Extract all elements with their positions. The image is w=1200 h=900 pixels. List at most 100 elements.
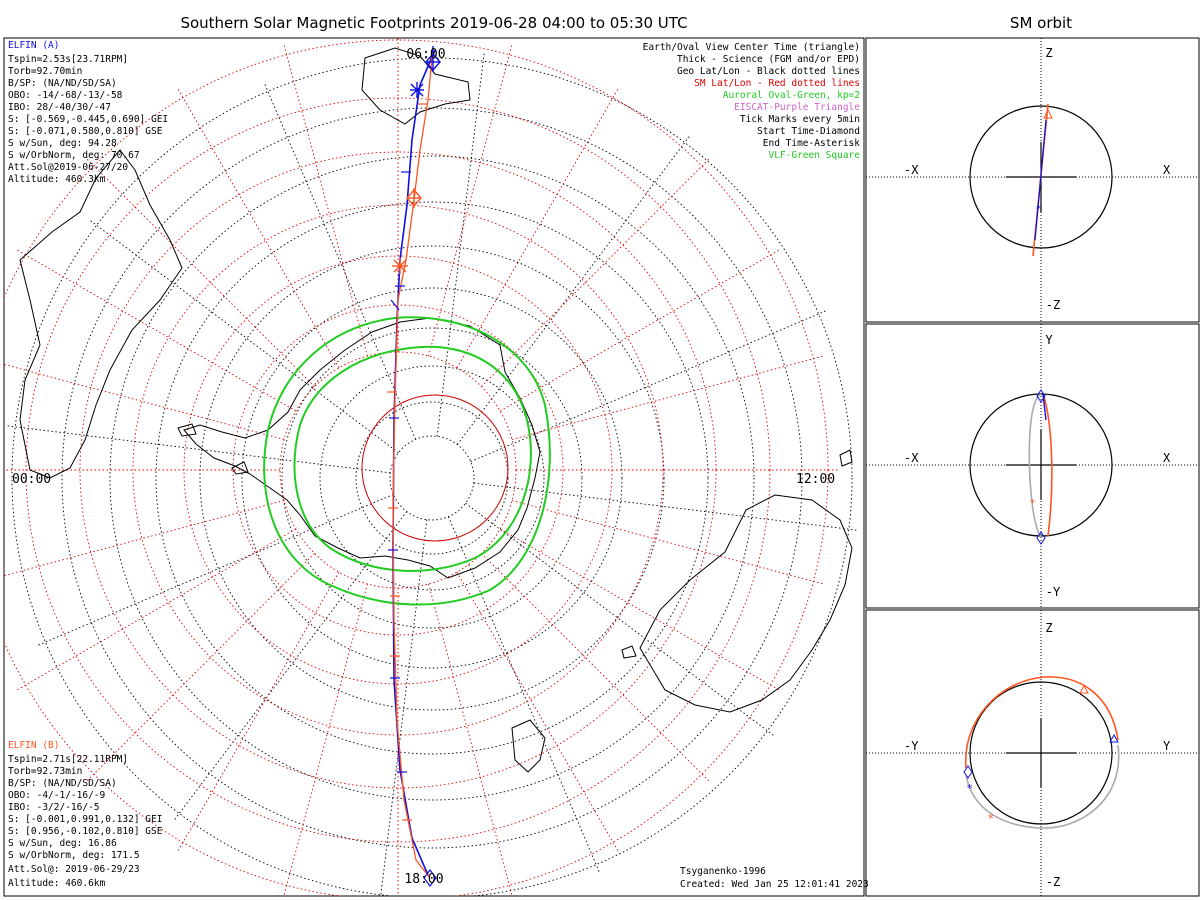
grid-meridian <box>177 571 340 852</box>
elfin-a-line: B/SP: (NA/ND/SD/SA) <box>8 78 117 89</box>
grid-meridian <box>263 82 417 440</box>
polar-map <box>4 38 859 896</box>
elfin-a-marker <box>1036 531 1046 545</box>
legend-item: EISCAT-Purple Triangle <box>734 102 860 113</box>
grid-meridian <box>447 516 601 874</box>
orbit-shadow <box>965 744 1120 829</box>
legend-item: Start Time-Diamond <box>757 126 860 137</box>
elfin-b-orbit <box>1042 393 1053 537</box>
legend-item: Geo Lat/Lon - Black dotted lines <box>677 66 860 77</box>
grid-meridian <box>465 502 776 738</box>
axis-label-left: -Y <box>904 739 919 753</box>
elfin-b-name: ELFIN (B) <box>8 740 59 751</box>
elfin-b-marker <box>1079 684 1089 694</box>
legend-item: Earth/Oval View Center Time (triangle) <box>643 42 860 53</box>
elfin-a-name: ELFIN (A) <box>8 40 59 51</box>
orbit-panel-yz: * * <box>866 610 1199 896</box>
elfin-a-marker <box>1036 389 1046 403</box>
elfin-a-line: S: [-0.071,0.580,0.810] GSE <box>8 126 163 137</box>
elfin-a-start-marker <box>963 765 973 779</box>
elfin-a-line: OBO: -14/-68/-13/-58 <box>8 90 123 101</box>
elfin-b-asterisk: * <box>1030 498 1035 509</box>
legend: Earth/Oval View Center Time (triangle) T… <box>643 42 861 161</box>
orbit-panel-xy-frame <box>865 323 1200 609</box>
sm-meridians <box>4 38 838 896</box>
grid-meridian <box>5 425 391 474</box>
elfin-a-start-diamond <box>425 46 441 72</box>
auroral-ovals <box>263 316 551 606</box>
grid-meridian <box>428 44 513 357</box>
grid-meridian <box>283 44 368 357</box>
grid-meridian <box>499 528 780 691</box>
antarctica-coast <box>183 317 541 579</box>
coastlines <box>19 47 853 773</box>
axis-label-top: Z <box>1045 46 1052 60</box>
created-timestamp: Created: Wed Jan 25 12:01:41 2023 <box>680 879 869 890</box>
geo-grid <box>11 57 853 896</box>
axis-label-top: Z <box>1045 621 1052 635</box>
elfin-a-line: S w/Sun, deg: 94.28 <box>8 138 117 149</box>
elfin-a-asterisk: * <box>1036 204 1041 215</box>
elfin-b-orbit <box>965 676 1119 769</box>
grid-meridian <box>16 249 297 412</box>
orbit-panel-xz-frame <box>865 37 1200 323</box>
axis-label-left: -X <box>904 163 919 177</box>
elfin-a-line: Att.Sol@2019-06-27/20 <box>8 162 128 173</box>
orbit-panel-xy: * <box>866 324 1199 608</box>
axis-label-left: -X <box>904 451 919 465</box>
elfin-b-line: S: [0.956,-0.102,0.810] GSE <box>8 826 163 837</box>
grid-meridian <box>473 482 859 531</box>
elfin-b-ticks <box>387 103 428 821</box>
grid-meridian <box>428 583 513 896</box>
grid-meridian <box>283 583 368 896</box>
axis-label-right: X <box>1163 451 1171 465</box>
orbit-panel-xz: * <box>866 38 1199 322</box>
elfin-b-line: B/SP: (NA/ND/SD/SA) <box>8 778 117 789</box>
grid-meridian <box>4 363 285 440</box>
axis-label-top: Y <box>1045 333 1053 347</box>
australia-coast <box>639 494 853 713</box>
grid-meridian <box>456 134 692 445</box>
sm-pole-circle <box>361 394 509 542</box>
legend-item: SM Lat/Lon - Red dotted lines <box>694 78 860 89</box>
auroral-oval-inner <box>293 345 532 572</box>
figure-title: Southern Solar Magnetic Footprints 2019-… <box>180 14 687 32</box>
elfin-a-orbit <box>1034 119 1047 241</box>
track-end-marker <box>423 869 437 887</box>
elfin-b-line: Att.Sol@: 2019-06-29/23 <box>8 864 140 875</box>
grid-meridian <box>511 355 824 440</box>
grid-meridian <box>470 309 828 463</box>
elfin-b-line: S w/Sun, deg: 16.86 <box>8 838 117 849</box>
grid-meridian <box>16 528 297 691</box>
time-label-right: 12:00 <box>796 472 835 487</box>
elfin-b-line: Altitude: 460.6km <box>8 878 106 889</box>
elfin-b-line: S: [-0.001,0.991,0.132] GEI <box>8 814 162 825</box>
axis-label-bottom: -Z <box>1046 875 1060 889</box>
south-america-coast <box>19 149 183 479</box>
map-frame <box>3 37 865 897</box>
grid-meridian <box>499 249 780 412</box>
africa-coast <box>361 47 471 125</box>
elfin-a-line: S w/OrbNorm, deg: 70.67 <box>8 150 140 161</box>
elfin-b-line: Torb=92.73min <box>8 766 82 777</box>
grid-meridian <box>511 500 824 585</box>
legend-item: Thick - Science (FGM and/or EPD) <box>677 54 860 65</box>
grid-meridian <box>177 88 340 369</box>
legend-item: Auroral Oval-Green, kp=2 <box>723 90 860 101</box>
elfin-a-ticks <box>388 171 411 773</box>
elfin-a-line: Altitude: 460.3km <box>8 174 106 185</box>
elfin-b-asterisk: * <box>988 812 994 825</box>
axis-label-bottom: -Z <box>1046 298 1060 312</box>
earth-circle <box>969 105 1113 249</box>
auroral-oval-outer <box>263 316 551 606</box>
elfin-b-start-diamond <box>406 188 422 208</box>
elfin-a-end-asterisk <box>410 82 424 98</box>
elfin-a-asterisk: * <box>967 782 973 795</box>
grid-meridian <box>481 553 710 782</box>
grid-meridian <box>4 500 285 577</box>
elfin-a-info: ELFIN (A) Tspin=2.53s[23.71RPM] Torb=92.… <box>8 40 168 185</box>
grid-meridian <box>436 51 485 437</box>
orbit-shadow <box>1028 393 1042 538</box>
orbit-title: SM orbit <box>1010 14 1072 32</box>
